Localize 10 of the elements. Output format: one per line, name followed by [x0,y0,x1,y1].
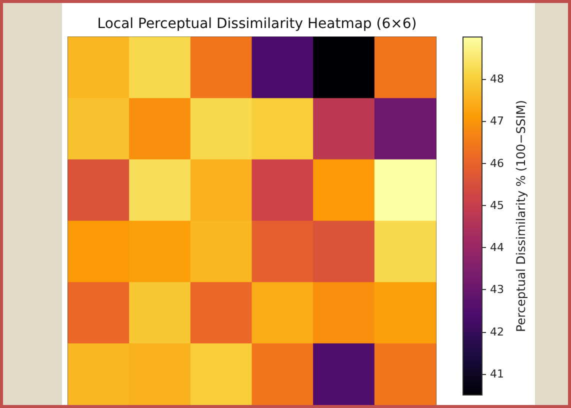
color-bar-label: 43 [490,283,504,296]
color-bar-label: 41 [490,367,504,380]
color-bar-label: 44 [490,241,504,254]
color-bar-label: 42 [490,325,504,338]
color-bar-label: 47 [490,114,504,128]
color-bar-label: 48 [490,72,504,86]
chart-title: Local Perceptual Dissimilarity Heatmap (6×6) [97,16,417,32]
color-bar-label: 45 [490,198,504,212]
color-bar-title: Perceptual Dissimilarity % (100−SSIM) [514,100,528,332]
color-bar-label: 46 [490,156,504,170]
